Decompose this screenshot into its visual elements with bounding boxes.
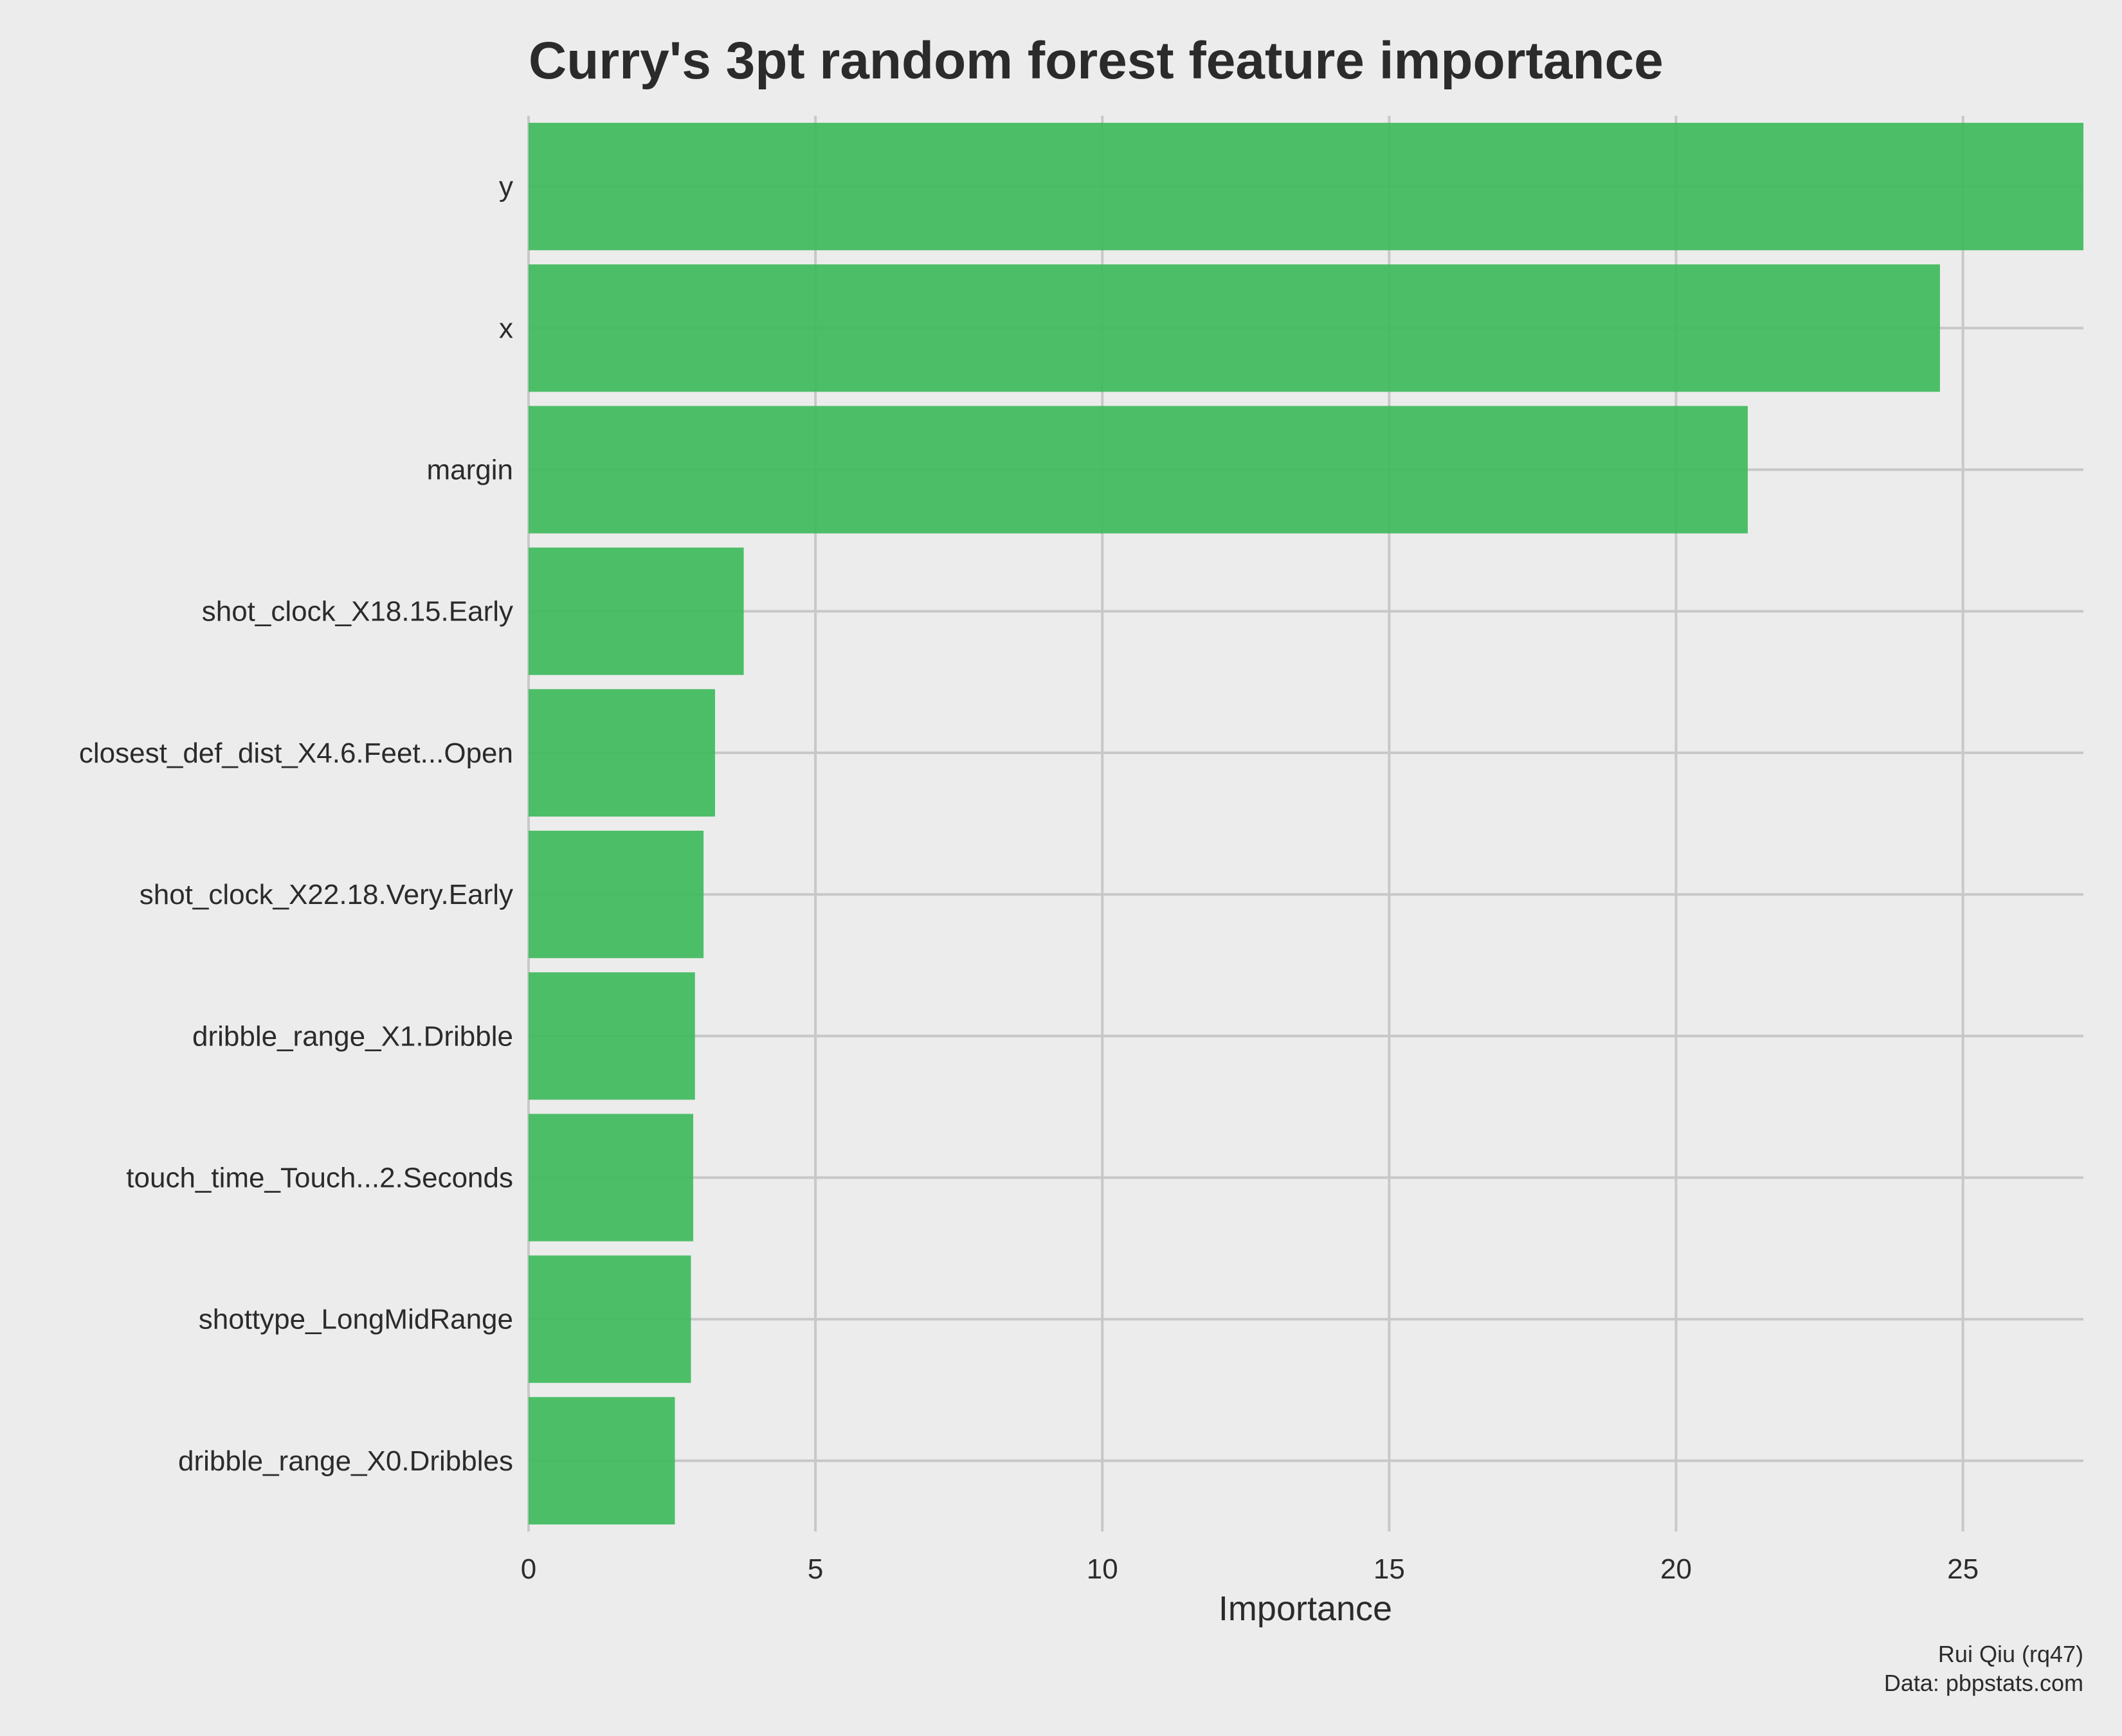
category-label: dribble_range_X1.Dribble [192,1020,513,1052]
bar-shottype_LongMidRange [529,1255,691,1383]
category-label: dribble_range_X0.Dribbles [178,1445,513,1477]
x-tick-label: 15 [1374,1553,1405,1585]
x-tick-label: 20 [1660,1553,1692,1585]
category-label: shot_clock_X22.18.Very.Early [140,879,513,910]
x-tick-label: 0 [521,1553,536,1585]
category-label: closest_def_dist_X4.6.Feet...Open [79,737,513,769]
caption-author: Rui Qiu (rq47) [1938,1641,2083,1667]
category-labels: y x margin shot_clock_X18.15.Early closest_d… [79,171,513,1477]
category-label: touch_time_Touch...2.Seconds [126,1162,513,1194]
bar-closest_def_dist_X4.6.Feet...Open [529,689,715,817]
x-axis-title: Importance [1219,1589,1392,1628]
bar-y [529,123,2083,251]
category-label: y [499,171,513,203]
bars [529,123,2083,1524]
x-tick-labels: 0 5 10 15 20 25 [521,1553,1979,1585]
bar-x [529,264,1940,392]
category-label: shottype_LongMidRange [199,1304,513,1335]
bar-margin [529,406,1748,534]
category-label: margin [427,455,514,486]
bar-dribble_range_X0.Dribbles [529,1397,675,1524]
category-label: x [499,312,513,344]
chart-title: Curry's 3pt random forest feature import… [529,32,1664,90]
grid-lines [527,116,2083,1532]
bar-shot_clock_X18.15.Early [529,547,744,675]
caption-source: Data: pbpstats.com [1884,1670,2083,1696]
bar-touch_time_Touch...2.Seconds [529,1114,694,1242]
category-label: shot_clock_X18.15.Early [202,596,513,628]
x-tick-label: 25 [1947,1553,1979,1585]
bar-dribble_range_X1.Dribble [529,972,695,1100]
x-tick-label: 5 [808,1553,823,1585]
bar-shot_clock_X22.18.Very.Early [529,831,704,959]
x-tick-label: 10 [1087,1553,1118,1585]
